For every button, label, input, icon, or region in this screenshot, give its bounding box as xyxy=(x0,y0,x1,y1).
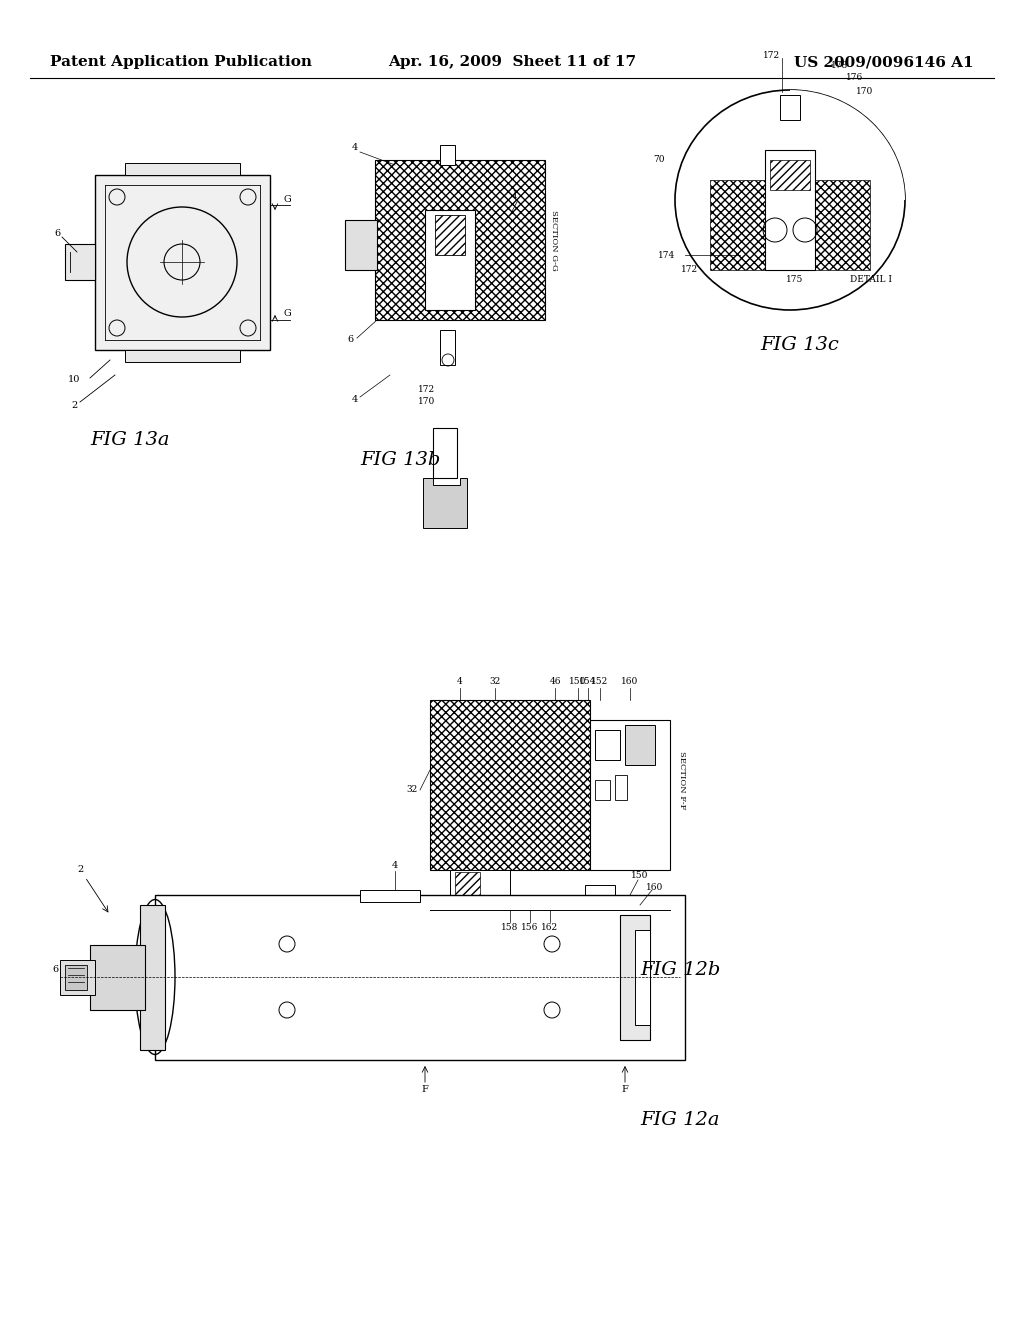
Bar xyxy=(585,884,615,900)
Text: 46: 46 xyxy=(549,677,561,686)
Bar xyxy=(375,160,545,319)
Text: FIG 13b: FIG 13b xyxy=(359,451,440,469)
Text: 178: 178 xyxy=(831,61,849,70)
Bar xyxy=(450,870,510,900)
Text: FIG 13c: FIG 13c xyxy=(761,337,840,354)
Bar xyxy=(65,965,87,990)
Bar xyxy=(710,180,870,271)
Text: 4: 4 xyxy=(352,396,358,404)
Text: 32: 32 xyxy=(489,677,501,686)
Bar xyxy=(635,931,650,1026)
Bar xyxy=(345,220,377,271)
Bar xyxy=(90,945,145,1010)
Bar xyxy=(625,725,655,766)
Text: FIG 12b: FIG 12b xyxy=(640,961,720,979)
Text: 4: 4 xyxy=(392,861,398,870)
Text: F: F xyxy=(422,1085,428,1094)
Text: 170: 170 xyxy=(856,87,873,96)
Bar xyxy=(440,330,455,366)
Bar xyxy=(440,145,455,165)
Text: Patent Application Publication: Patent Application Publication xyxy=(50,55,312,69)
Bar xyxy=(95,176,270,350)
Bar xyxy=(595,730,620,760)
Text: 176: 176 xyxy=(847,74,863,82)
Bar xyxy=(60,960,95,995)
Text: G: G xyxy=(284,194,292,203)
Polygon shape xyxy=(423,478,467,528)
Text: 160: 160 xyxy=(622,677,639,686)
Text: FIG 13a: FIG 13a xyxy=(90,432,170,449)
Text: 6: 6 xyxy=(347,335,353,345)
Text: F: F xyxy=(622,1085,629,1094)
Text: 172: 172 xyxy=(419,385,435,395)
Bar xyxy=(125,162,240,176)
Text: 6: 6 xyxy=(54,230,60,239)
Text: 150: 150 xyxy=(632,870,648,879)
Bar xyxy=(425,210,475,310)
Text: 170: 170 xyxy=(419,397,435,407)
Bar xyxy=(140,906,165,1049)
Text: SECTION F-F: SECTION F-F xyxy=(678,751,686,809)
Text: I: I xyxy=(513,190,517,201)
Text: 160: 160 xyxy=(646,883,664,891)
Text: 10: 10 xyxy=(68,375,80,384)
Bar xyxy=(155,895,685,1060)
Text: 2: 2 xyxy=(77,866,83,874)
Text: 4: 4 xyxy=(457,677,463,686)
Bar xyxy=(435,215,465,255)
Bar xyxy=(620,915,650,1040)
Bar xyxy=(780,95,800,120)
Text: 156: 156 xyxy=(521,924,539,932)
Text: 2: 2 xyxy=(72,400,78,409)
Text: US 2009/0096146 A1: US 2009/0096146 A1 xyxy=(795,55,974,69)
Text: 154: 154 xyxy=(580,677,597,686)
Bar xyxy=(65,244,95,280)
Text: 32: 32 xyxy=(407,785,418,795)
Text: 6: 6 xyxy=(52,965,58,974)
Text: Apr. 16, 2009  Sheet 11 of 17: Apr. 16, 2009 Sheet 11 of 17 xyxy=(388,55,636,69)
Text: 150: 150 xyxy=(569,677,587,686)
Bar xyxy=(615,775,627,800)
Bar xyxy=(433,428,457,478)
Text: SECTION G-G: SECTION G-G xyxy=(550,210,558,271)
Bar xyxy=(455,873,480,898)
Text: 152: 152 xyxy=(592,677,608,686)
Text: 172: 172 xyxy=(681,265,698,275)
Bar xyxy=(125,350,240,362)
Text: 70: 70 xyxy=(653,156,665,165)
Text: 172: 172 xyxy=(763,50,780,59)
Bar xyxy=(360,890,420,902)
Text: DETAIL I: DETAIL I xyxy=(850,276,892,285)
Bar xyxy=(595,780,610,800)
Text: 158: 158 xyxy=(502,924,519,932)
Bar xyxy=(765,150,815,271)
Bar xyxy=(590,719,670,870)
Bar xyxy=(770,160,810,190)
Text: 162: 162 xyxy=(542,924,558,932)
Text: FIG 12a: FIG 12a xyxy=(640,1111,720,1129)
Bar xyxy=(430,700,590,870)
Text: 4: 4 xyxy=(352,144,358,153)
Text: 175: 175 xyxy=(786,276,804,285)
Text: G: G xyxy=(284,309,292,318)
Text: 174: 174 xyxy=(657,251,675,260)
Polygon shape xyxy=(790,90,905,201)
